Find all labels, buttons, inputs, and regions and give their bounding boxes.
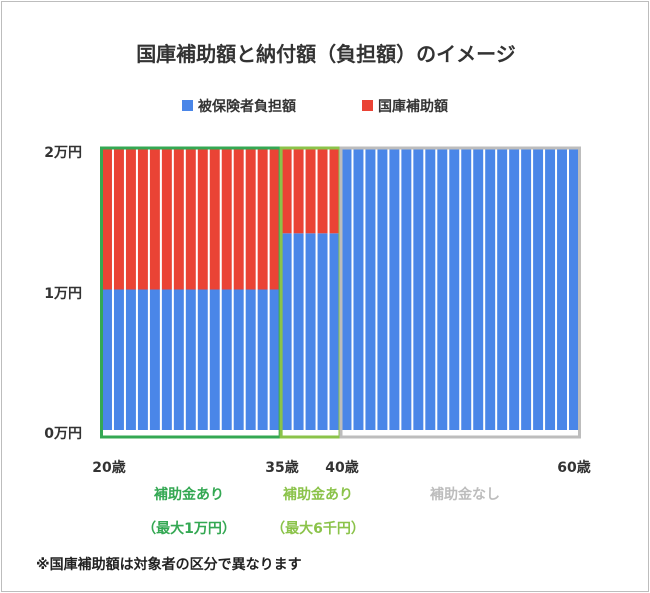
bar-insured	[173, 289, 184, 430]
bar-subsidy	[281, 149, 292, 234]
y-tick-label: 2万円	[44, 145, 82, 161]
bar-subsidy	[125, 149, 136, 290]
group-label-full-subsidy: 補助金あり	[153, 486, 224, 503]
legend: 被保険者負担額 国庫補助額	[182, 98, 448, 115]
x-tick-label: 20歳	[92, 459, 125, 476]
bar-insured	[389, 149, 400, 430]
bar-insured	[521, 149, 532, 430]
bar-insured	[413, 149, 424, 430]
bar-insured	[449, 149, 460, 430]
bar-insured	[185, 289, 196, 430]
x-tick-label: 35歳	[265, 459, 298, 476]
bar-insured	[377, 149, 388, 430]
bar-insured	[245, 289, 256, 430]
bar-insured	[197, 289, 208, 430]
bar-subsidy	[185, 149, 196, 290]
bar-insured	[509, 149, 520, 430]
bar-insured	[365, 149, 376, 430]
x-tick-label: 40歳	[325, 459, 358, 476]
bar-insured	[161, 289, 172, 430]
bar-insured	[461, 149, 472, 430]
bar-subsidy	[113, 149, 124, 290]
bar-insured	[125, 289, 136, 430]
bar-insured	[317, 233, 328, 430]
bar-subsidy	[317, 149, 328, 234]
bars	[102, 149, 579, 430]
bar-insured	[221, 289, 232, 430]
bar-insured	[425, 149, 436, 430]
bar-insured	[102, 289, 112, 430]
legend-label-subsidy: 国庫補助額	[378, 98, 448, 115]
x-axis: 20歳 35歳 40歳 60歳	[92, 459, 590, 476]
bar-subsidy	[137, 149, 148, 290]
bar-insured	[113, 289, 124, 430]
group-label-partial-subsidy: 補助金あり	[282, 486, 353, 503]
bar-insured	[545, 149, 556, 430]
bar-insured	[533, 149, 544, 430]
group-label-no-subsidy: 補助金なし	[429, 486, 500, 503]
bar-subsidy	[245, 149, 256, 290]
bar-subsidy	[257, 149, 268, 290]
bar-subsidy	[305, 149, 316, 234]
bar-subsidy	[269, 149, 280, 290]
bar-subsidy	[161, 149, 172, 290]
bar-subsidy	[209, 149, 220, 290]
group-annotations: 補助金あり （最大1万円） 補助金あり （最大6千円） 補助金なし	[142, 486, 500, 537]
bar-insured	[305, 233, 316, 430]
bar-subsidy	[221, 149, 232, 290]
bar-insured	[329, 233, 340, 430]
bar-subsidy	[233, 149, 244, 290]
group-sublabel-full-subsidy: （最大1万円）	[142, 520, 236, 537]
bar-insured	[293, 233, 304, 430]
bar-insured	[281, 233, 292, 430]
bar-insured	[257, 289, 268, 430]
bar-insured	[137, 289, 148, 430]
x-tick-label: 60歳	[557, 459, 590, 476]
bar-insured	[473, 149, 484, 430]
bar-insured	[149, 289, 160, 430]
chart-title: 国庫補助額と納付額（負担額）のイメージ	[136, 42, 516, 66]
bar-subsidy	[149, 149, 160, 290]
bar-subsidy	[293, 149, 304, 234]
group-outline-box	[339, 146, 581, 439]
legend-label-insured: 被保険者負担額	[198, 98, 296, 115]
bar-insured	[269, 289, 280, 430]
footnote: ※国庫補助額は対象者の区分で異なります	[36, 556, 302, 573]
y-axis: 2万円 1万円 0万円	[44, 145, 82, 442]
bar-insured	[353, 149, 364, 430]
bar-insured	[401, 149, 412, 430]
bar-subsidy	[102, 149, 112, 290]
bar-subsidy	[329, 149, 340, 234]
bar-insured	[485, 149, 496, 430]
bar-insured	[233, 289, 244, 430]
bar-insured	[209, 289, 220, 430]
bar-insured	[437, 149, 448, 430]
legend-swatch-subsidy	[362, 100, 373, 111]
y-tick-label: 0万円	[44, 426, 82, 442]
bar-insured	[557, 149, 568, 430]
bar-subsidy	[197, 149, 208, 290]
legend-swatch-insured	[182, 100, 193, 111]
group-sublabel-partial-subsidy: （最大6千円）	[271, 520, 365, 537]
bar-insured	[497, 149, 508, 430]
bar-insured	[569, 149, 579, 430]
bar-subsidy	[173, 149, 184, 290]
group-boxes	[100, 146, 581, 439]
bar-insured	[341, 149, 352, 430]
y-tick-label: 1万円	[44, 286, 82, 302]
